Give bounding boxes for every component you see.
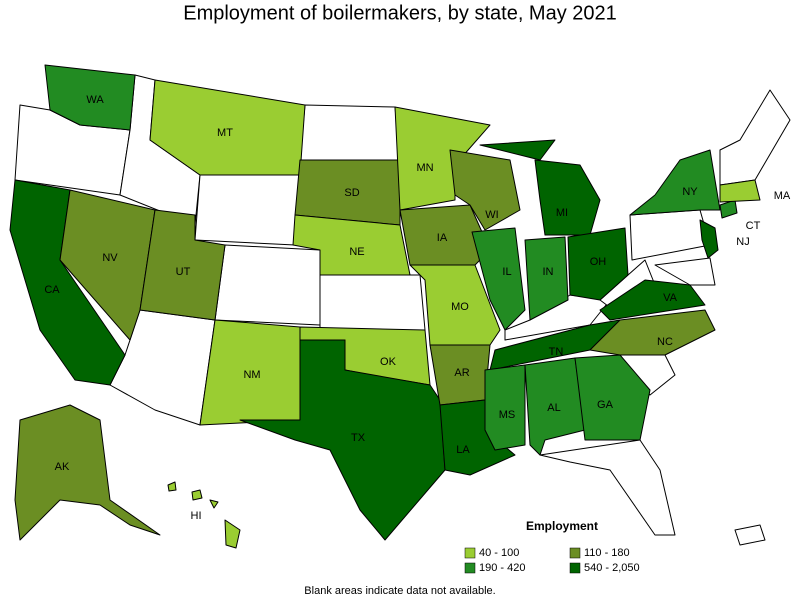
state-label: AL	[547, 402, 560, 414]
state-label: IA	[437, 232, 448, 244]
legend-swatch	[569, 547, 581, 559]
state-label: NM	[243, 369, 260, 381]
state-label: UT	[176, 266, 191, 278]
state	[139, 209, 226, 321]
state-label: OK	[380, 356, 397, 368]
state-label: TN	[549, 346, 564, 358]
state-label: OH	[590, 256, 607, 268]
state	[629, 149, 721, 216]
legend-label: 40 - 100	[479, 547, 519, 559]
legend-swatch	[569, 562, 581, 574]
state	[191, 489, 203, 501]
state-label: LA	[456, 444, 470, 456]
state-blank	[629, 209, 711, 261]
state-blank	[299, 104, 401, 161]
state-label: NE	[349, 246, 364, 258]
state-label: MT	[217, 127, 233, 139]
state	[471, 227, 526, 331]
state-blank	[654, 257, 716, 286]
legend-swatch	[464, 547, 476, 559]
state	[209, 499, 219, 509]
state-label: IL	[502, 266, 511, 278]
state	[534, 159, 601, 236]
state-label: GA	[597, 399, 614, 411]
state-label: CA	[44, 284, 60, 296]
state	[224, 519, 241, 549]
state-label: AR	[454, 367, 469, 379]
legend-swatch	[464, 562, 476, 574]
state-label: NC	[657, 336, 673, 348]
state-label: MN	[416, 162, 433, 174]
state	[149, 79, 306, 176]
state-label: MO	[451, 301, 469, 313]
legend-title: Employment	[526, 519, 598, 533]
state	[44, 64, 136, 131]
state	[484, 364, 526, 451]
state-label: AK	[55, 461, 70, 473]
blank-states	[14, 74, 791, 546]
footnote: Blank areas indicate data not available.	[304, 585, 495, 597]
state-label: HI	[191, 510, 202, 522]
state-label: CT	[746, 220, 761, 232]
state-label: NJ	[736, 236, 749, 248]
legend-items: 40 - 100 110 - 180 190 - 420 540 - 2,050	[464, 547, 640, 574]
state	[167, 481, 177, 492]
state-blank	[539, 439, 676, 536]
state	[524, 236, 569, 321]
state	[719, 179, 761, 203]
state-label: NV	[102, 252, 118, 264]
state-label: MA	[774, 190, 791, 202]
state	[292, 214, 411, 276]
state-label: MI	[556, 207, 568, 219]
state	[567, 227, 629, 301]
state	[589, 309, 716, 356]
state	[449, 149, 521, 231]
state	[574, 354, 651, 441]
state-label: NY	[682, 186, 698, 198]
state-label: MS	[499, 409, 516, 421]
territory-blank	[734, 524, 766, 546]
state-blank	[194, 174, 301, 246]
state-label: IN	[543, 266, 554, 278]
state-label: TX	[351, 432, 366, 444]
legend-label: 110 - 180	[584, 547, 630, 559]
state-blank	[719, 89, 791, 186]
state-blank	[214, 244, 321, 326]
state-label: WI	[485, 209, 498, 221]
legend: Employment 40 - 100 110 - 180 190 - 420 540…	[464, 519, 640, 574]
legend-label: 540 - 2,050	[584, 562, 640, 574]
state	[59, 189, 156, 341]
state-label: VA	[663, 292, 678, 304]
state-label: WA	[86, 94, 104, 106]
state	[599, 279, 706, 321]
state-blank	[319, 274, 426, 331]
state	[699, 219, 719, 259]
legend-label: 190 - 420	[479, 562, 525, 574]
state	[14, 404, 161, 541]
state	[719, 199, 738, 219]
state-label: SD	[344, 187, 359, 199]
state	[479, 139, 556, 161]
states: WA CA NV MT UT NM SD NE OK TX MN IA MO AR LA WI IL MI IN OH…	[9, 64, 791, 549]
state	[239, 339, 446, 541]
title: Employment of boilermakers, by state, Ma…	[183, 2, 617, 24]
